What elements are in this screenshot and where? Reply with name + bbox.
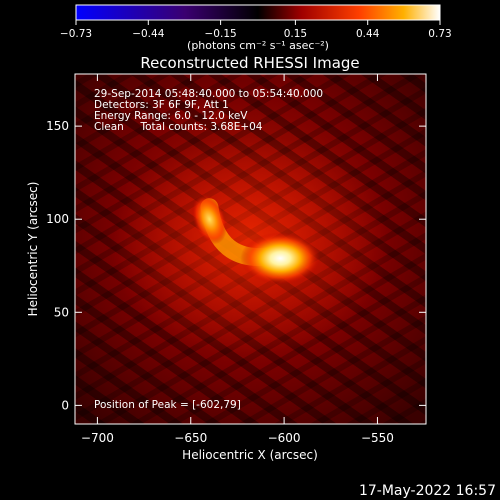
colorbar-ticks: −0.73 −0.44 −0.15 0.15 0.44 0.73 [60,20,452,40]
y-tick-label: 100 [46,212,69,226]
x-axis-label: Heliocentric X (arcsec) [182,448,318,462]
secondary-source [191,194,227,245]
colorbar-tick-label: 0.15 [284,28,307,40]
timestamp-footer: 17-May-2022 16:57 [359,483,496,499]
chart-title: Reconstructed RHESSI Image [140,54,359,72]
x-tick-label: −700 [81,431,114,445]
colorbar-tick-label: 0.73 [428,28,451,40]
peak-source [240,232,321,285]
peak-position-label: Position of Peak = [-602,79] [94,399,241,411]
y-tick-label: 150 [46,119,69,133]
info-line-time: 29-Sep-2014 05:48:40.000 to 05:54:40.000 [94,88,323,100]
colorbar-tick-label: 0.44 [356,28,380,40]
y-axis-label: Heliocentric Y (arcsec) [26,182,40,317]
colorbar: −0.73 −0.44 −0.15 0.15 0.44 0.73 (photons cm⁻… [60,4,452,52]
x-tick-label: −600 [268,431,301,445]
x-tick-label: −550 [361,431,394,445]
colorbar-tick-label: −0.15 [205,28,237,40]
info-line-energy: Energy Range: 6.0 - 12.0 keV [94,110,248,122]
observation-info: 29-Sep-2014 05:48:40.000 to 05:54:40.000… [94,88,323,133]
heatmap-image [75,74,426,424]
axis-ticks: −700 −650 −600 −550 0 50 100 150 [46,74,426,445]
y-tick-label: 0 [61,398,69,412]
y-tick-label: 50 [54,305,69,319]
colorbar-gradient [75,4,441,21]
plot-frame [74,73,427,425]
x-tick-label: −650 [174,431,207,445]
info-line-detectors: Detectors: 3F 6F 9F, Att 1 [94,99,229,111]
colorbar-tick-label: −0.44 [132,28,164,40]
colorbar-units-label: (photons cm⁻² s⁻¹ asec⁻²) [187,39,329,52]
info-line-clean: Clean Total counts: 3.68E+04 [94,121,263,133]
colorbar-tick-label: −0.73 [60,28,92,40]
